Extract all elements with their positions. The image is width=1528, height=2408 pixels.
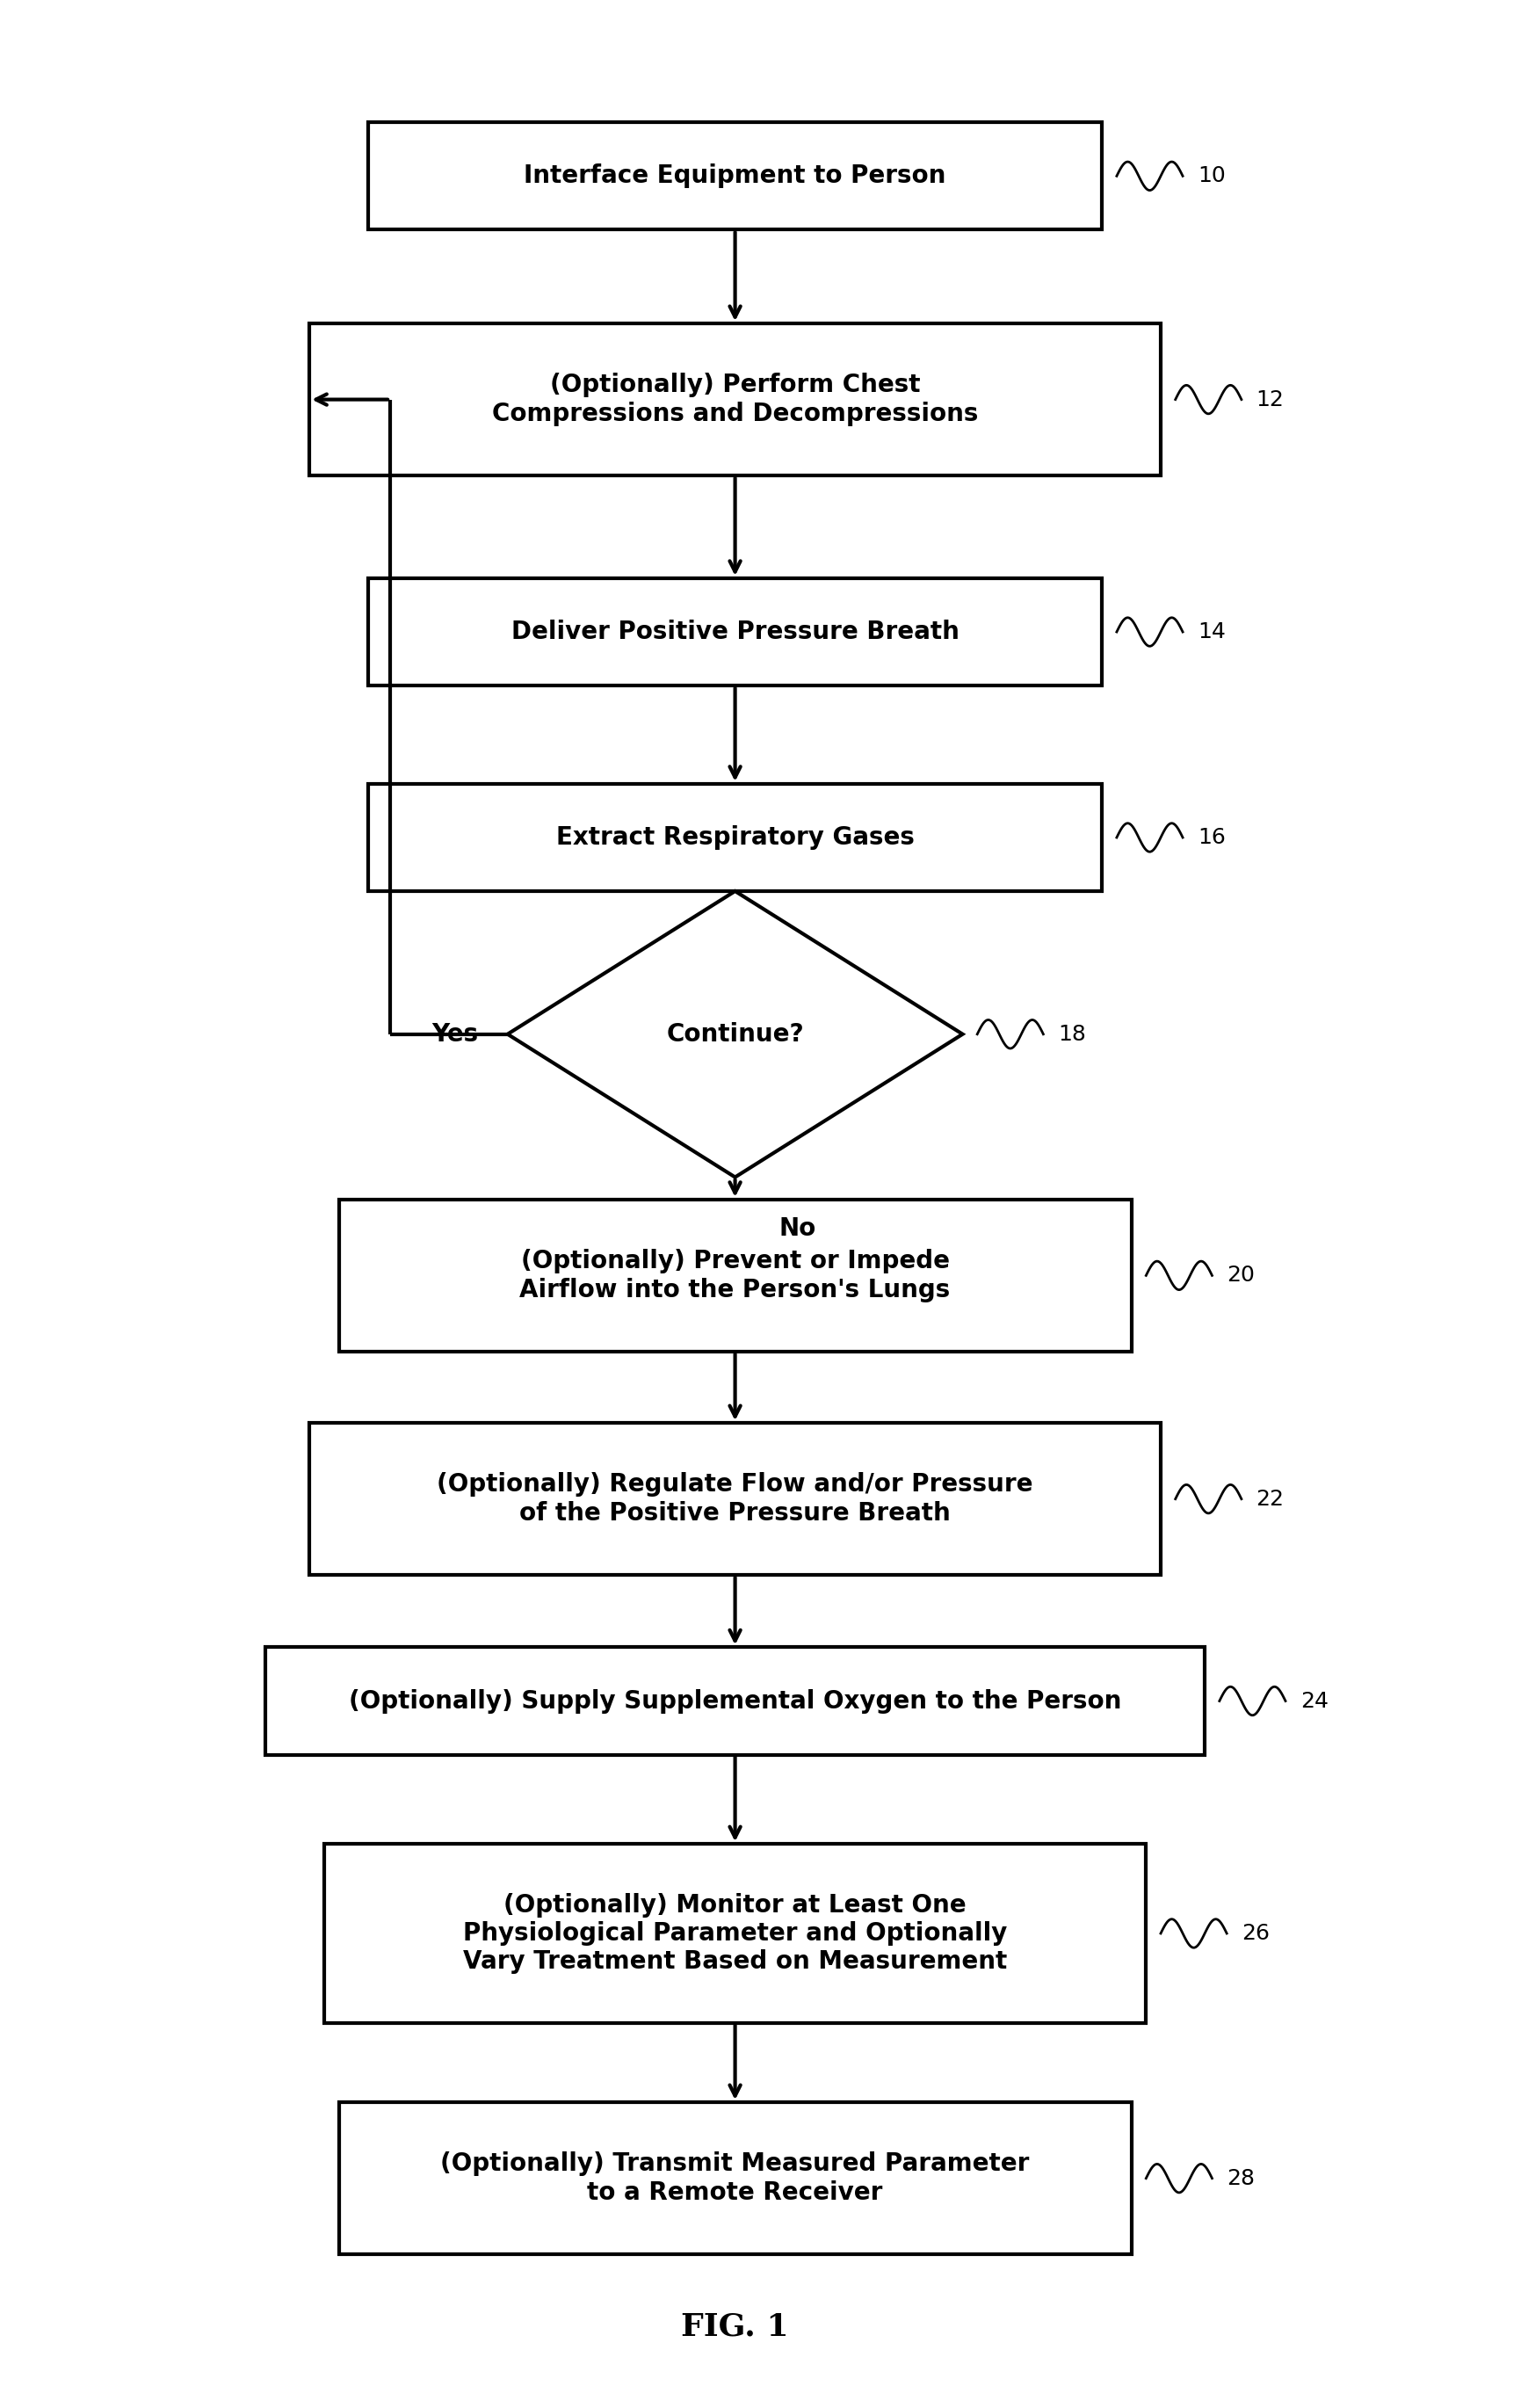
Text: Deliver Positive Pressure Breath: Deliver Positive Pressure Breath (510, 619, 958, 645)
Text: FIG. 1: FIG. 1 (681, 2312, 788, 2341)
Text: 18: 18 (1057, 1023, 1085, 1045)
Text: Continue?: Continue? (666, 1021, 804, 1047)
Text: (Optionally) Prevent or Impede
Airflow into the Person's Lungs: (Optionally) Prevent or Impede Airflow i… (520, 1250, 950, 1303)
Text: No: No (779, 1216, 816, 1240)
Text: 12: 12 (1256, 390, 1284, 409)
Bar (339, 2102, 1131, 2254)
Text: Yes: Yes (431, 1021, 478, 1047)
Bar (324, 1845, 1146, 2023)
Text: Interface Equipment to Person: Interface Equipment to Person (524, 164, 946, 188)
Text: (Optionally) Transmit Measured Parameter
to a Remote Receiver: (Optionally) Transmit Measured Parameter… (440, 2153, 1028, 2206)
Text: 28: 28 (1225, 2167, 1254, 2189)
Text: Extract Respiratory Gases: Extract Respiratory Gases (556, 826, 914, 850)
Text: 20: 20 (1225, 1264, 1254, 1286)
Polygon shape (507, 891, 963, 1178)
Text: (Optionally) Perform Chest
Compressions and Decompressions: (Optionally) Perform Chest Compressions … (492, 373, 978, 426)
Text: 14: 14 (1196, 621, 1225, 643)
Text: (Optionally) Regulate Flow and/or Pressure
of the Positive Pressure Breath: (Optionally) Regulate Flow and/or Pressu… (437, 1471, 1033, 1527)
Text: 10: 10 (1196, 166, 1224, 185)
Bar (309, 323, 1160, 474)
Bar (266, 1647, 1204, 1755)
Bar (309, 1423, 1160, 1575)
Bar (368, 123, 1102, 229)
Text: 16: 16 (1196, 826, 1225, 848)
Bar (368, 578, 1102, 686)
Bar (368, 785, 1102, 891)
Text: (Optionally) Supply Supplemental Oxygen to the Person: (Optionally) Supply Supplemental Oxygen … (348, 1688, 1120, 1714)
Text: 26: 26 (1241, 1924, 1268, 1943)
Text: (Optionally) Monitor at Least One
Physiological Parameter and Optionally
Vary Tr: (Optionally) Monitor at Least One Physio… (463, 1893, 1007, 1975)
Bar (339, 1199, 1131, 1351)
Text: 22: 22 (1256, 1488, 1284, 1510)
Text: 24: 24 (1299, 1690, 1328, 1712)
